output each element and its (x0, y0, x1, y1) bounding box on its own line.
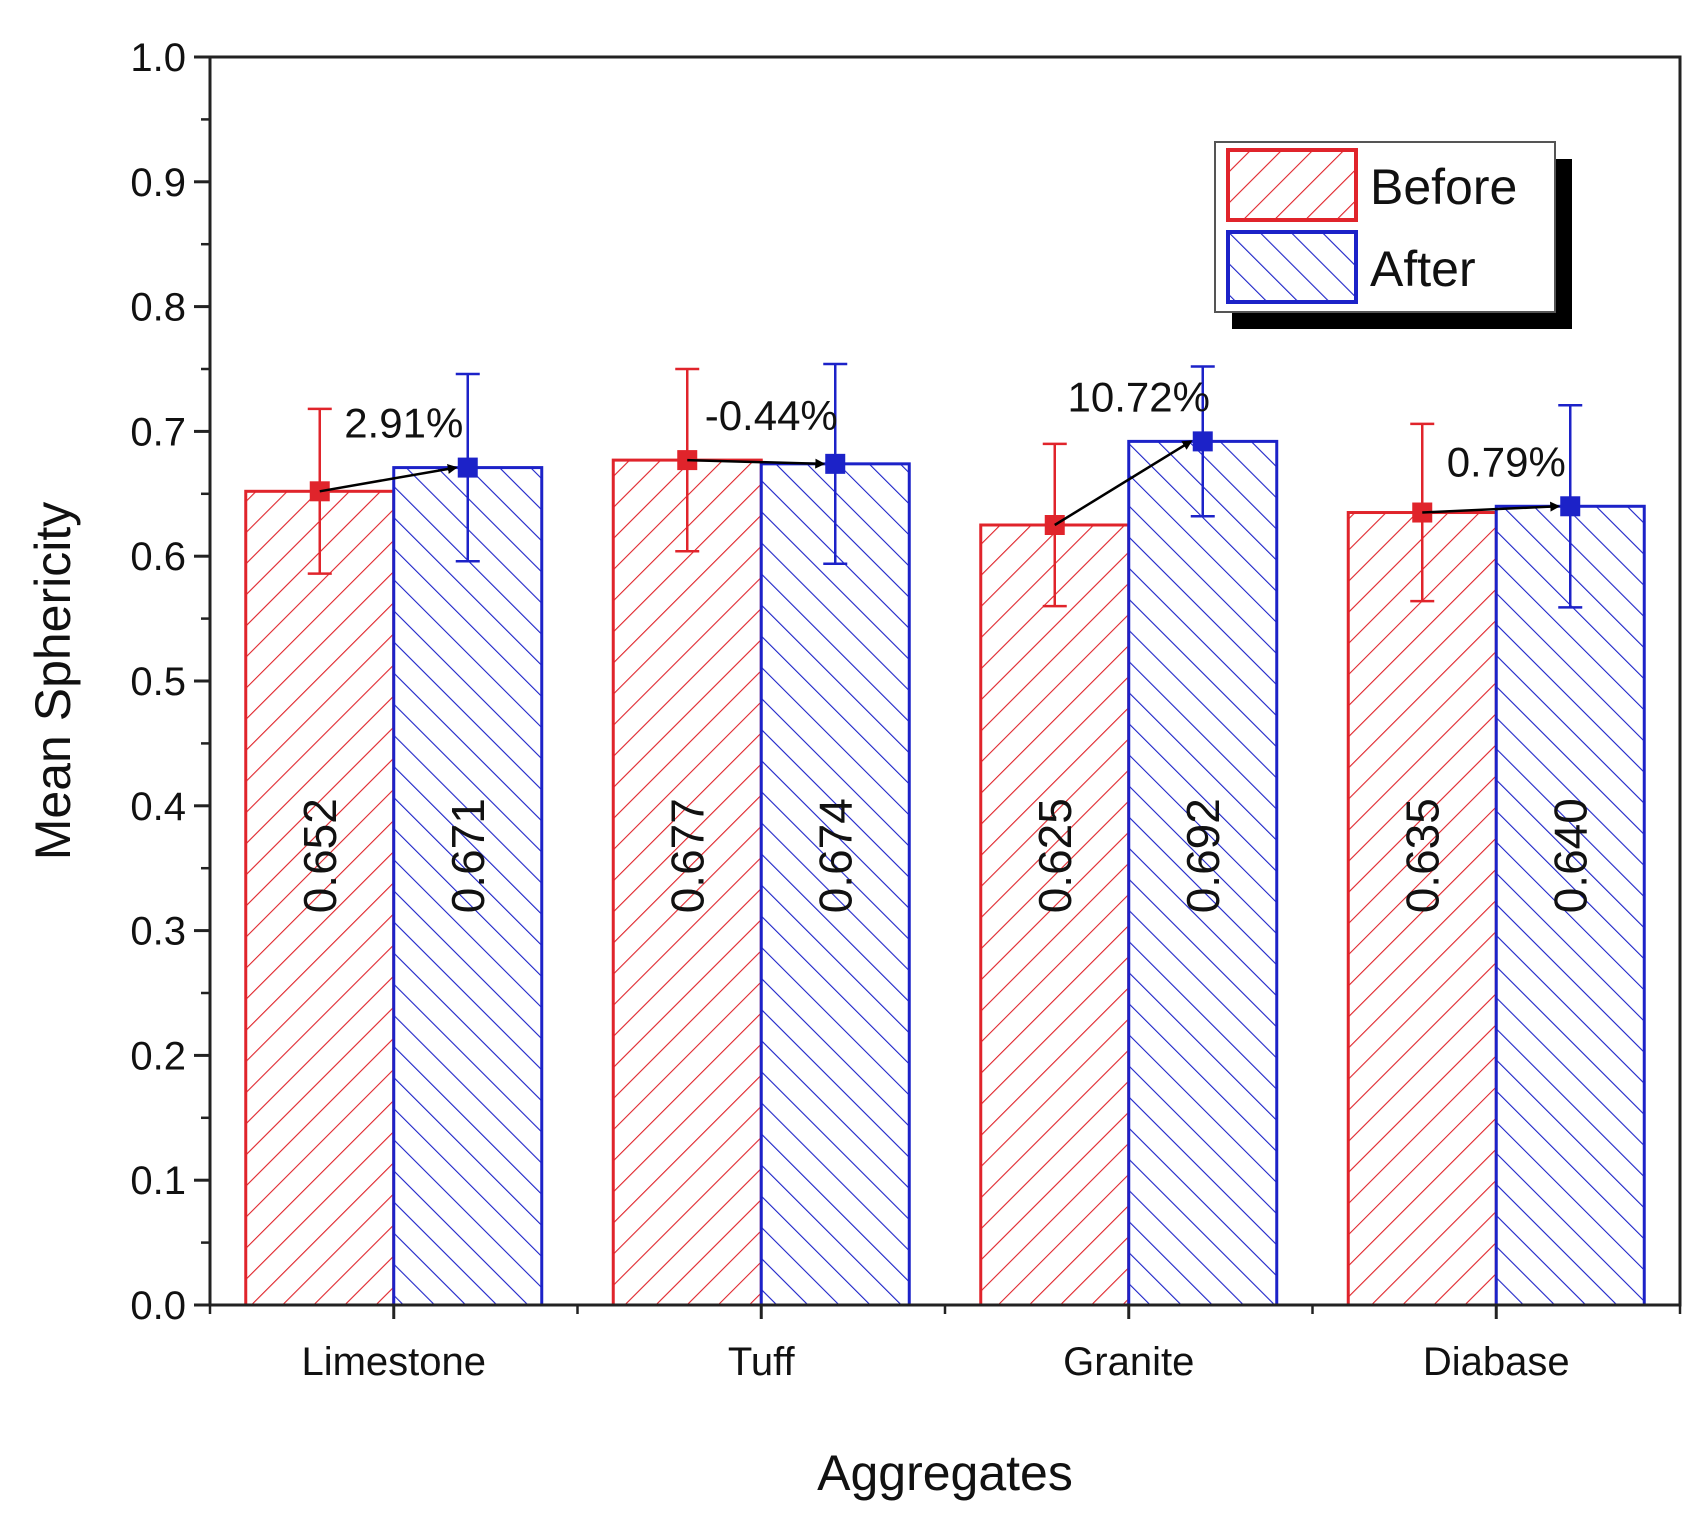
bar-after-granite (1127, 439, 1279, 1307)
legend: Before After (1214, 141, 1572, 329)
y-tick-label: 0.6 (130, 535, 186, 579)
legend-label-before: Before (1370, 159, 1517, 215)
y-tick-label: 1.0 (130, 36, 186, 80)
y-tick-label: 0.7 (130, 410, 186, 454)
change-label-diabase: 0.79% (1447, 438, 1566, 485)
change-arrow (687, 458, 826, 469)
y-tick-label: 0.3 (130, 910, 186, 954)
mean-marker (1412, 502, 1433, 523)
change-arrow (1422, 501, 1561, 514)
bar-before-limestone (244, 489, 396, 1307)
mean-marker (1192, 431, 1213, 452)
y-tick-label: 0.1 (130, 1159, 186, 1203)
change-label-granite: 10.72% (1068, 373, 1210, 420)
y-tick-label: 0.0 (130, 1284, 186, 1328)
change-label-tuff: -0.44% (705, 392, 838, 439)
x-tick-label-granite: Granite (1063, 1340, 1194, 1384)
x-axis-title: Aggregates (817, 1445, 1073, 1501)
value-label-before-granite: 0.625 (1029, 798, 1081, 913)
mean-marker (825, 453, 846, 474)
y-tick-label: 0.9 (130, 161, 186, 205)
value-label-after-limestone: 0.671 (442, 798, 494, 913)
legend-label-after: After (1370, 241, 1476, 297)
y-tick-label: 0.2 (130, 1034, 186, 1078)
y-tick-label: 0.5 (130, 660, 186, 704)
y-tick-label: 0.8 (130, 286, 186, 330)
mean-marker (457, 457, 478, 478)
change-label-limestone: 2.91% (344, 400, 463, 447)
value-label-after-granite: 0.692 (1177, 798, 1229, 913)
value-label-after-tuff: 0.674 (809, 798, 861, 913)
mean-marker (1560, 496, 1581, 517)
value-label-before-tuff: 0.677 (661, 798, 713, 913)
value-label-before-diabase: 0.635 (1396, 798, 1448, 913)
bar-after-tuff (759, 462, 911, 1307)
y-tick-label: 0.4 (130, 785, 186, 829)
legend-swatch-after (1226, 230, 1358, 304)
change-arrow (1054, 440, 1193, 527)
value-label-after-diabase: 0.640 (1544, 798, 1596, 913)
value-label-before-limestone: 0.652 (294, 798, 346, 913)
legend-swatch-before (1226, 148, 1358, 222)
x-tick-label-diabase: Diabase (1423, 1340, 1570, 1384)
x-tick-label-tuff: Tuff (728, 1340, 796, 1384)
change-arrow (319, 464, 458, 493)
bar-before-granite (979, 523, 1131, 1307)
y-axis-title: Mean Sphericity (25, 502, 81, 861)
bar-before-diabase (1346, 511, 1498, 1307)
bar-after-limestone (392, 466, 544, 1307)
x-tick-label-limestone: Limestone (301, 1340, 486, 1384)
